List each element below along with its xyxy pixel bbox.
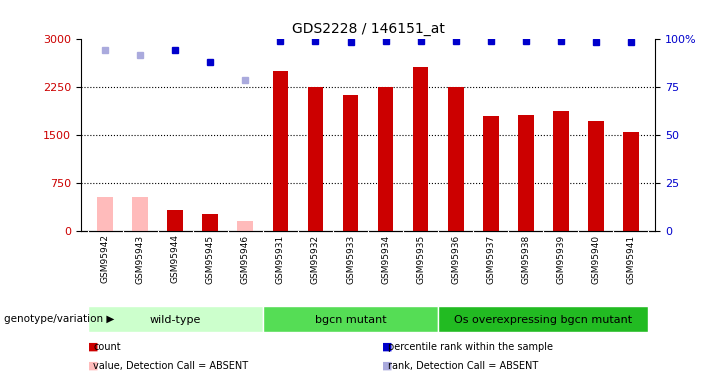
Text: ■: ■ (382, 361, 393, 370)
Bar (588, 121, 604, 231)
Text: ■: ■ (88, 361, 98, 370)
Bar (203, 214, 218, 231)
Text: GSM95941: GSM95941 (627, 234, 635, 284)
Text: GSM95935: GSM95935 (416, 234, 425, 284)
Text: count: count (93, 342, 121, 352)
Text: GSM95940: GSM95940 (592, 234, 600, 284)
Bar (343, 95, 358, 231)
Bar (438, 306, 648, 332)
Bar (413, 68, 428, 231)
Bar (88, 306, 263, 332)
Text: GSM95933: GSM95933 (346, 234, 355, 284)
Text: wild-type: wild-type (149, 315, 201, 325)
Text: GSM95931: GSM95931 (276, 234, 285, 284)
Text: GSM95939: GSM95939 (557, 234, 565, 284)
Text: genotype/variation ▶: genotype/variation ▶ (4, 314, 114, 324)
Bar (97, 197, 113, 231)
Text: GSM95938: GSM95938 (522, 234, 530, 284)
Bar (623, 132, 639, 231)
Bar (448, 87, 463, 231)
Text: bgcn mutant: bgcn mutant (315, 315, 386, 325)
Text: GSM95932: GSM95932 (311, 234, 320, 284)
Bar (273, 71, 288, 231)
Text: value, Detection Call = ABSENT: value, Detection Call = ABSENT (93, 361, 248, 370)
Bar (263, 306, 438, 332)
Bar (308, 87, 323, 231)
Text: GSM95937: GSM95937 (486, 234, 495, 284)
Text: percentile rank within the sample: percentile rank within the sample (388, 342, 552, 352)
Text: ■: ■ (88, 342, 98, 352)
Text: GSM95943: GSM95943 (136, 234, 144, 284)
Text: GSM95945: GSM95945 (206, 234, 215, 284)
Text: GSM95934: GSM95934 (381, 234, 390, 284)
Bar (168, 210, 183, 231)
Bar (518, 115, 533, 231)
Text: GSM95946: GSM95946 (241, 234, 250, 284)
Title: GDS2228 / 146151_at: GDS2228 / 146151_at (292, 22, 444, 36)
Text: Os overexpressing bgcn mutant: Os overexpressing bgcn mutant (454, 315, 632, 325)
Text: rank, Detection Call = ABSENT: rank, Detection Call = ABSENT (388, 361, 538, 370)
Text: GSM95936: GSM95936 (451, 234, 460, 284)
Text: GSM95944: GSM95944 (171, 234, 179, 284)
Bar (378, 87, 393, 231)
Bar (238, 221, 253, 231)
Bar (132, 197, 148, 231)
Text: GSM95942: GSM95942 (101, 234, 109, 284)
Bar (553, 111, 569, 231)
Bar (483, 116, 498, 231)
Text: ■: ■ (382, 342, 393, 352)
